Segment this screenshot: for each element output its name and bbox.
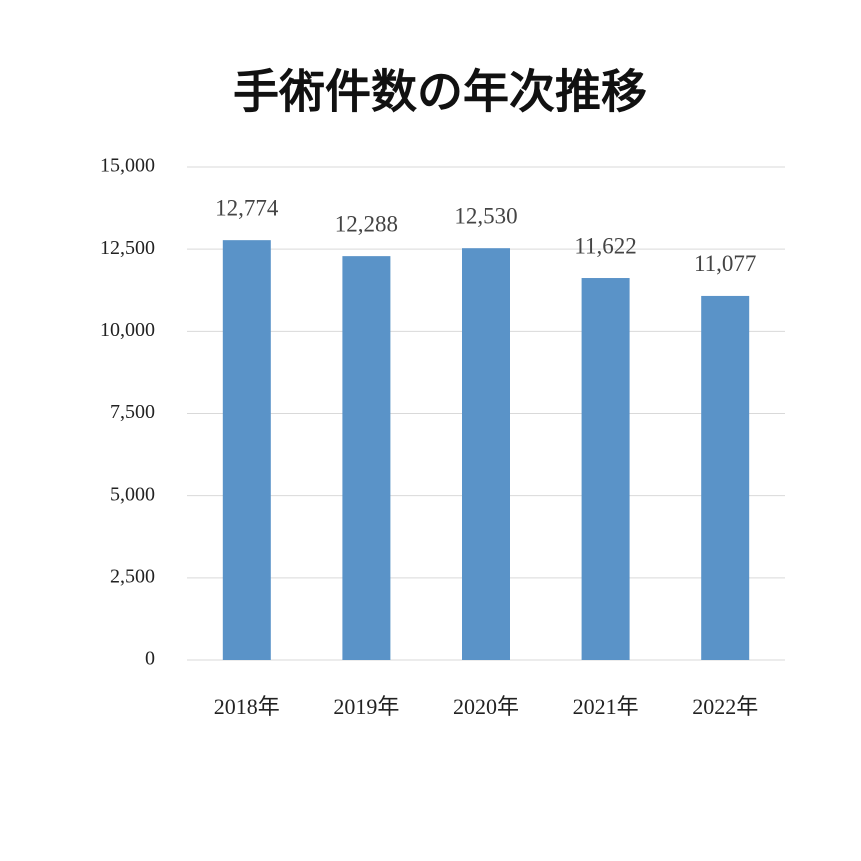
bar [701,295,750,660]
y-tick-label: 10,000 [100,319,155,341]
y-tick-label: 15,000 [100,155,155,177]
x-tick-label: 2019年 [333,694,399,719]
bar [581,278,630,660]
bar [462,248,510,660]
x-tick-label: 2021年 [573,694,639,719]
value-label: 12,530 [454,203,517,228]
bar [222,240,271,660]
chart-title: 手術件数の年次推移 [233,67,647,118]
y-tick-label: 2,500 [110,565,155,587]
value-label: 11,077 [694,251,756,276]
bar [342,256,391,660]
y-tick-label: 5,000 [110,483,155,505]
x-tick-label: 2020年 [453,694,519,719]
x-tick-label: 2018年 [214,694,280,719]
y-tick-label: 7,500 [110,401,155,423]
y-tick-label: 0 [145,648,155,670]
x-tick-label: 2022年 [692,694,758,719]
value-label: 12,774 [215,195,279,220]
value-label: 12,288 [335,211,398,236]
y-tick-label: 12,500 [100,237,155,259]
value-label: 11,622 [574,233,636,258]
